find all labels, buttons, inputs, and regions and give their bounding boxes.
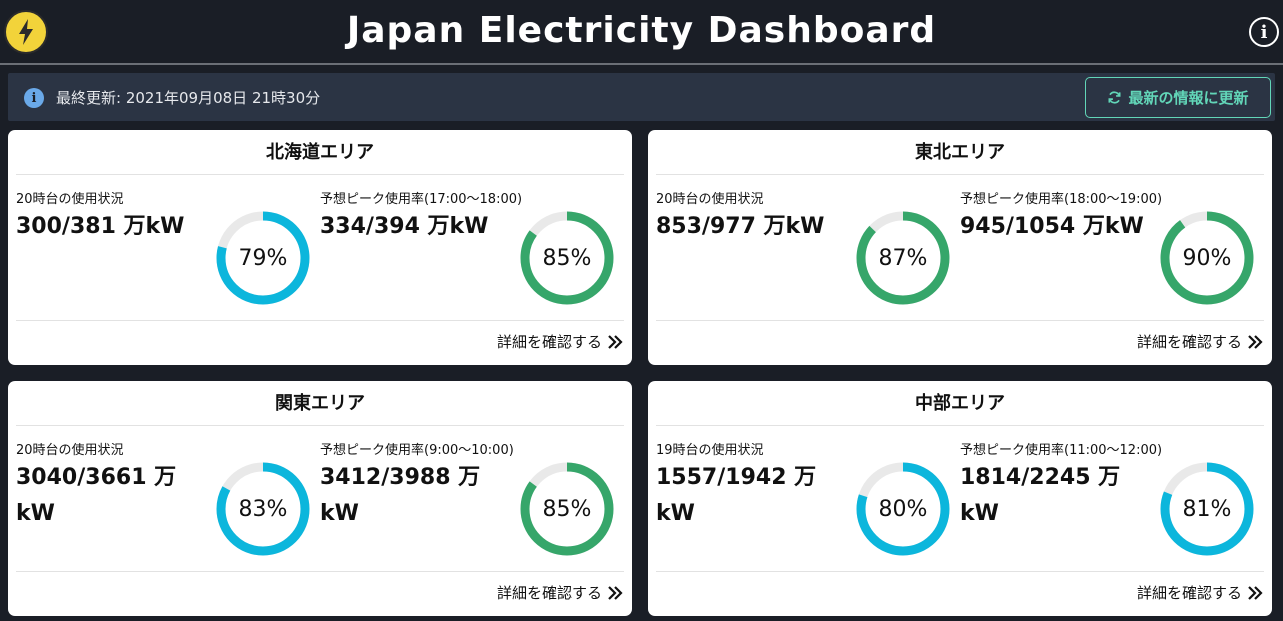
peak-usage-percent: 85% [542, 496, 592, 522]
double-chevron-right-icon [1248, 585, 1263, 600]
area-card: 北海道エリア 20時台の使用状況 300/381 万kW 79% 予想ピーク使用率(17… [8, 130, 632, 365]
peak-usage-label: 予想ピーク使用率(11:00〜12:00) [960, 443, 1163, 458]
area-title: 関東エリア [275, 393, 365, 414]
refresh-button[interactable]: 最新の情報に更新 [1085, 77, 1271, 118]
peak-usage: 予想ピーク使用率(18:00〜19:00) 945/1054 万kW [960, 188, 1162, 245]
peak-usage-percent: 85% [542, 245, 592, 271]
page-title: Japan Electricity Dashboard [346, 10, 937, 51]
peak-usage-gauge: 81% [1158, 460, 1256, 558]
divider [656, 320, 1264, 321]
current-usage-percent: 87% [878, 245, 928, 271]
current-usage-percent: 83% [238, 496, 288, 522]
divider [656, 174, 1264, 175]
lightning-bolt-icon [4, 10, 48, 54]
current-usage-label: 19時台の使用状況 [656, 443, 764, 458]
area-card: 東北エリア 20時台の使用状況 853/977 万kW 87% 予想ピーク使用率(18:… [648, 130, 1272, 365]
divider [16, 320, 624, 321]
peak-usage-value: 3412/3988 万kW [320, 465, 481, 526]
double-chevron-right-icon [608, 585, 623, 600]
view-details-link[interactable]: 詳細を確認する [1137, 582, 1264, 603]
divider [16, 425, 624, 426]
current-usage-value: 853/977 万kW [656, 214, 825, 239]
divider [656, 425, 1264, 426]
divider [656, 571, 1264, 572]
view-details-label: 詳細を確認する [1136, 333, 1242, 351]
current-usage: 20時台の使用状況 853/977 万kW [656, 188, 846, 245]
current-usage-gauge: 80% [854, 460, 952, 558]
current-usage-label: 20時台の使用状況 [16, 443, 124, 458]
view-details-label: 詳細を確認する [496, 333, 602, 351]
app-header: Japan Electricity Dashboard i [0, 0, 1283, 65]
current-usage: 20時台の使用状況 300/381 万kW [16, 188, 206, 245]
double-chevron-right-icon [1248, 334, 1263, 349]
current-usage-label: 20時台の使用状況 [16, 192, 124, 207]
peak-usage-value: 334/394 万kW [320, 214, 489, 239]
current-usage-percent: 80% [878, 496, 928, 522]
last-updated-bar: i 最終更新: 2021年09月08日 21時30分 最新の情報に更新 [8, 73, 1275, 121]
view-details-link[interactable]: 詳細を確認する [497, 582, 624, 603]
peak-usage-label: 予想ピーク使用率(17:00〜18:00) [320, 192, 523, 207]
peak-usage-value: 945/1054 万kW [960, 214, 1144, 239]
refresh-label: 最新の情報に更新 [1128, 90, 1249, 107]
area-card: 中部エリア 19時台の使用状況 1557/1942 万kW 80% 予想ピーク使用率(1… [648, 381, 1272, 616]
current-usage-value: 300/381 万kW [16, 214, 185, 239]
view-details-label: 詳細を確認する [1136, 584, 1242, 602]
current-usage-label: 20時台の使用状況 [656, 192, 764, 207]
current-usage-gauge: 79% [214, 209, 312, 307]
peak-usage-label: 予想ピーク使用率(9:00〜10:00) [320, 443, 514, 458]
peak-usage-percent: 90% [1182, 245, 1232, 271]
view-details-link[interactable]: 詳細を確認する [1137, 331, 1264, 352]
current-usage-percent: 79% [238, 245, 288, 271]
peak-usage-percent: 81% [1182, 496, 1232, 522]
view-details-link[interactable]: 詳細を確認する [497, 331, 624, 352]
area-title: 東北エリア [915, 142, 1005, 163]
current-usage-value: 3040/3661 万kW [16, 465, 177, 526]
area-title: 中部エリア [915, 393, 1005, 414]
peak-usage-gauge: 85% [518, 209, 616, 307]
divider [16, 174, 624, 175]
peak-usage: 予想ピーク使用率(17:00〜18:00) 334/394 万kW [320, 188, 522, 245]
peak-usage-gauge: 85% [518, 460, 616, 558]
area-card: 関東エリア 20時台の使用状況 3040/3661 万kW 83% 予想ピーク使用率(9… [8, 381, 632, 616]
current-usage-gauge: 83% [214, 460, 312, 558]
peak-usage-label: 予想ピーク使用率(18:00〜19:00) [960, 192, 1163, 207]
area-title: 北海道エリア [266, 142, 374, 163]
current-usage-value: 1557/1942 万kW [656, 465, 817, 526]
info-icon: i [24, 88, 44, 108]
last-updated-text: 最終更新: 2021年09月08日 21時30分 [56, 89, 321, 107]
refresh-icon [1108, 91, 1121, 104]
peak-usage-gauge: 90% [1158, 209, 1256, 307]
peak-usage-value: 1814/2245 万kW [960, 465, 1121, 526]
peak-usage: 予想ピーク使用率(9:00〜10:00) 3412/3988 万kW [320, 439, 514, 532]
view-details-label: 詳細を確認する [496, 584, 602, 602]
current-usage-gauge: 87% [854, 209, 952, 307]
info-circle-icon[interactable]: i [1249, 17, 1279, 47]
double-chevron-right-icon [608, 334, 623, 349]
current-usage: 20時台の使用状況 3040/3661 万kW [16, 439, 206, 532]
divider [16, 571, 624, 572]
peak-usage: 予想ピーク使用率(11:00〜12:00) 1814/2245 万kW [960, 439, 1162, 532]
current-usage: 19時台の使用状況 1557/1942 万kW [656, 439, 846, 532]
